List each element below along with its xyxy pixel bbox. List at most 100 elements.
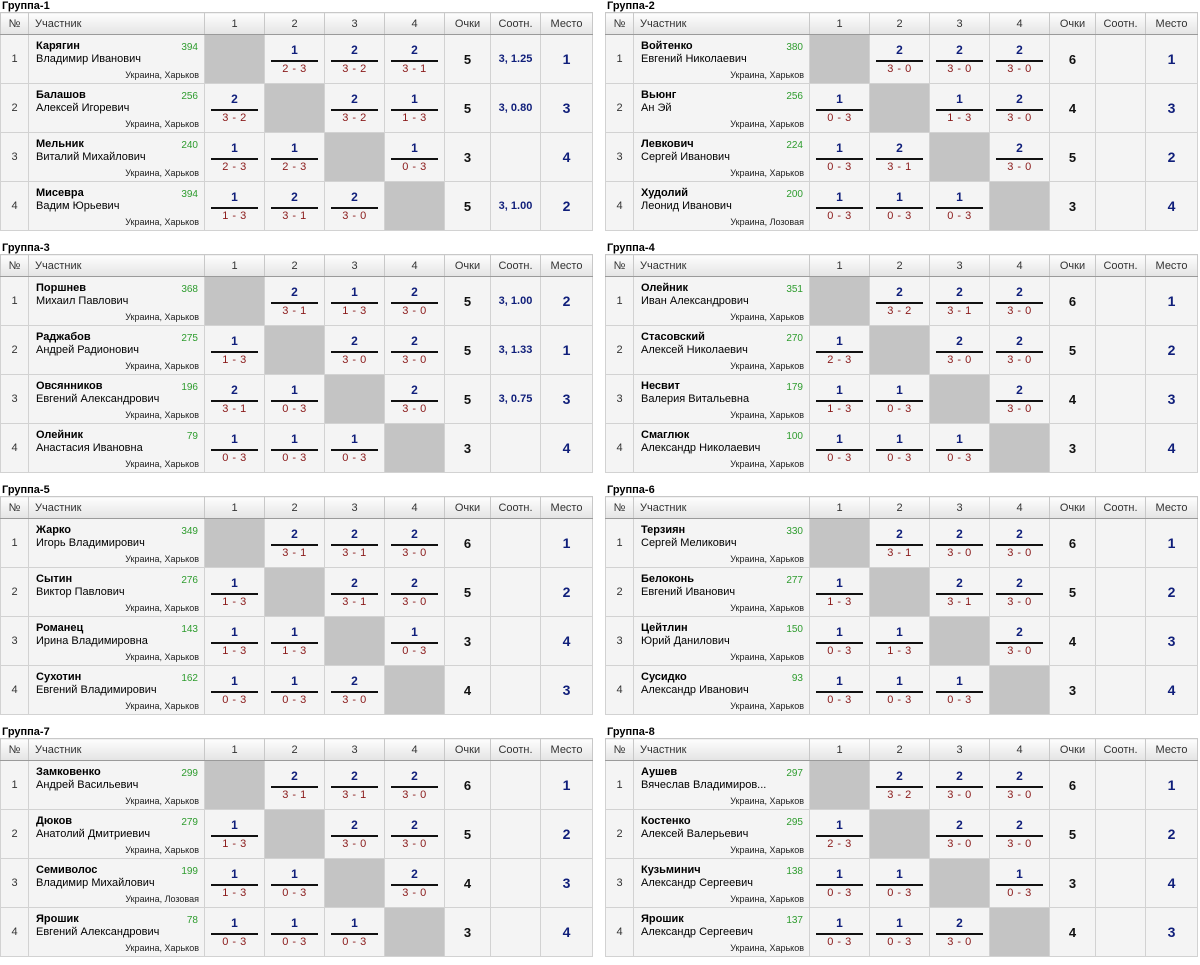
match-result-cell[interactable]: 2 3 - 0 [989, 374, 1050, 424]
table-row[interactable]: 2 Сытин Виктор Павлович 276 Украина, Харьков… [0, 567, 593, 617]
col-2-header[interactable]: 2 [869, 738, 930, 761]
col-ratio-header[interactable]: Соотн. [490, 254, 541, 277]
player-cell[interactable]: Худолий Леонид Иванович 200 Украина, Лозова… [633, 181, 810, 231]
match-result-cell[interactable]: 1 0 - 3 [869, 907, 930, 957]
match-result-cell[interactable]: 1 0 - 3 [264, 858, 325, 908]
table-row[interactable]: 1 Карягин Владимир Иванович 394 Украина, Хар… [0, 34, 593, 84]
table-row[interactable]: 4 Сусидко Александр Иванович 93 Украина, Хар… [605, 665, 1198, 715]
player-surname[interactable]: Карягин [36, 40, 80, 52]
match-result-cell[interactable]: 1 1 - 3 [204, 858, 265, 908]
player-surname[interactable]: Кузьминич [641, 864, 701, 876]
player-surname[interactable]: Поршнев [36, 282, 87, 294]
player-surname[interactable]: Стасовский [641, 331, 705, 343]
player-cell[interactable]: Белоконь Евгений Иванович 277 Украина, Харь… [633, 567, 810, 617]
player-cell[interactable]: Сытин Виктор Павлович 276 Украина, Харьков [28, 567, 205, 617]
match-result-cell[interactable]: 2 3 - 0 [384, 760, 445, 810]
match-result-cell[interactable]: 2 3 - 0 [384, 276, 445, 326]
col-3-header[interactable]: 3 [929, 496, 990, 519]
match-result-cell[interactable]: 2 3 - 0 [989, 83, 1050, 133]
player-surname[interactable]: Дюков [36, 815, 73, 827]
match-result-cell[interactable]: 1 0 - 3 [204, 423, 265, 473]
player-cell[interactable]: Смаглюк Александр Николаевич 100 Украина, Х… [633, 423, 810, 473]
player-surname[interactable]: Войтенко [641, 40, 693, 52]
match-result-cell[interactable]: 2 3 - 1 [264, 181, 325, 231]
match-result-cell[interactable]: 2 3 - 2 [324, 34, 385, 84]
col-ratio-header[interactable]: Соотн. [490, 496, 541, 519]
match-result-cell[interactable]: 2 3 - 1 [324, 760, 385, 810]
col-number-header[interactable]: № [605, 254, 634, 277]
col-1-header[interactable]: 1 [204, 254, 265, 277]
player-surname[interactable]: Сытин [36, 573, 73, 585]
player-cell[interactable]: Стасовский Алексей Николаевич 270 Украина, … [633, 325, 810, 375]
match-result-cell[interactable]: 1 1 - 3 [809, 374, 870, 424]
col-ratio-header[interactable]: Соотн. [1095, 738, 1146, 761]
col-number-header[interactable]: № [0, 496, 29, 519]
player-cell[interactable]: Ярошик Евгений Александрович 78 Украина, Ха… [28, 907, 205, 957]
player-surname[interactable]: Левкович [641, 138, 694, 150]
col-4-header[interactable]: 4 [989, 254, 1050, 277]
player-surname[interactable]: Худолий [641, 187, 688, 199]
col-place-header[interactable]: Место [1145, 738, 1198, 761]
col-score-header[interactable]: Очки [444, 12, 491, 35]
match-result-cell[interactable]: 1 0 - 3 [809, 665, 870, 715]
match-result-cell[interactable]: 2 3 - 0 [384, 567, 445, 617]
match-result-cell[interactable]: 1 0 - 3 [929, 181, 990, 231]
player-cell[interactable]: Костенко Алексей Валерьевич 295 Украина, Ха… [633, 809, 810, 859]
col-score-header[interactable]: Очки [444, 738, 491, 761]
col-1-header[interactable]: 1 [204, 496, 265, 519]
player-cell[interactable]: Замковенко Андрей Васильевич 299 Украина, Х… [28, 760, 205, 810]
col-ratio-header[interactable]: Соотн. [490, 12, 541, 35]
match-result-cell[interactable]: 2 3 - 1 [869, 518, 930, 568]
match-result-cell[interactable]: 2 3 - 0 [929, 325, 990, 375]
col-score-header[interactable]: Очки [1049, 738, 1096, 761]
player-surname[interactable]: Олейник [641, 282, 689, 294]
table-row[interactable]: 3 Кузьминич Александр Сергеевич 138 Украина,… [605, 858, 1198, 908]
match-result-cell[interactable]: 1 2 - 3 [204, 132, 265, 182]
match-result-cell[interactable]: 1 1 - 3 [809, 567, 870, 617]
col-place-header[interactable]: Место [540, 496, 593, 519]
player-cell[interactable]: Сухотин Евгений Владимирович 162 Украина, Х… [28, 665, 205, 715]
match-result-cell[interactable]: 2 3 - 0 [384, 809, 445, 859]
match-result-cell[interactable]: 2 3 - 2 [204, 83, 265, 133]
col-score-header[interactable]: Очки [1049, 254, 1096, 277]
match-result-cell[interactable]: 1 0 - 3 [264, 423, 325, 473]
match-result-cell[interactable]: 1 0 - 3 [204, 907, 265, 957]
match-result-cell[interactable]: 1 0 - 3 [809, 616, 870, 666]
table-row[interactable]: 2 Вьюнг Ан Эй 256 Украина, Харьков 1 0 - 3 1 1 -… [605, 83, 1198, 133]
col-1-header[interactable]: 1 [809, 12, 870, 35]
col-3-header[interactable]: 3 [929, 12, 990, 35]
table-row[interactable]: 3 Левкович Сергей Иванович 224 Украина, Харь… [605, 132, 1198, 182]
match-result-cell[interactable]: 2 3 - 1 [324, 567, 385, 617]
match-result-cell[interactable]: 2 3 - 2 [869, 760, 930, 810]
match-result-cell[interactable]: 1 0 - 3 [264, 374, 325, 424]
col-1-header[interactable]: 1 [809, 496, 870, 519]
match-result-cell[interactable]: 2 3 - 0 [324, 809, 385, 859]
col-1-header[interactable]: 1 [809, 738, 870, 761]
match-result-cell[interactable]: 2 3 - 1 [264, 276, 325, 326]
player-surname[interactable]: Романец [36, 622, 84, 634]
player-surname[interactable]: Балашов [36, 89, 86, 101]
match-result-cell[interactable]: 1 2 - 3 [809, 325, 870, 375]
col-score-header[interactable]: Очки [444, 254, 491, 277]
match-result-cell[interactable]: 2 3 - 2 [324, 83, 385, 133]
player-surname[interactable]: Несвит [641, 380, 680, 392]
match-result-cell[interactable]: 2 3 - 1 [869, 132, 930, 182]
player-surname[interactable]: Аушев [641, 766, 678, 778]
match-result-cell[interactable]: 2 3 - 0 [989, 616, 1050, 666]
player-cell[interactable]: Терзиян Сергей Меликович 330 Украина, Харьк… [633, 518, 810, 568]
match-result-cell[interactable]: 2 3 - 1 [324, 518, 385, 568]
player-cell[interactable]: Раджабов Андрей Радионович 275 Украина, Хар… [28, 325, 205, 375]
player-cell[interactable]: Аушев Вячеслав Владимиров... 297 Украина, Х… [633, 760, 810, 810]
match-result-cell[interactable]: 2 3 - 0 [324, 181, 385, 231]
match-result-cell[interactable]: 1 0 - 3 [809, 423, 870, 473]
col-1-header[interactable]: 1 [204, 12, 265, 35]
match-result-cell[interactable]: 2 3 - 0 [384, 858, 445, 908]
match-result-cell[interactable]: 2 3 - 0 [989, 276, 1050, 326]
table-row[interactable]: 4 Олейник Анастасия Ивановна 79 Украина, Хар… [0, 423, 593, 473]
match-result-cell[interactable]: 2 3 - 2 [869, 276, 930, 326]
table-row[interactable]: 3 Цейтлин Юрий Данилович 150 Украина, Харько… [605, 616, 1198, 666]
col-number-header[interactable]: № [605, 496, 634, 519]
col-2-header[interactable]: 2 [264, 496, 325, 519]
col-player-header[interactable]: Участник [633, 496, 810, 519]
player-cell[interactable]: Ярошик Александр Сергеевич 137 Украина, Хар… [633, 907, 810, 957]
